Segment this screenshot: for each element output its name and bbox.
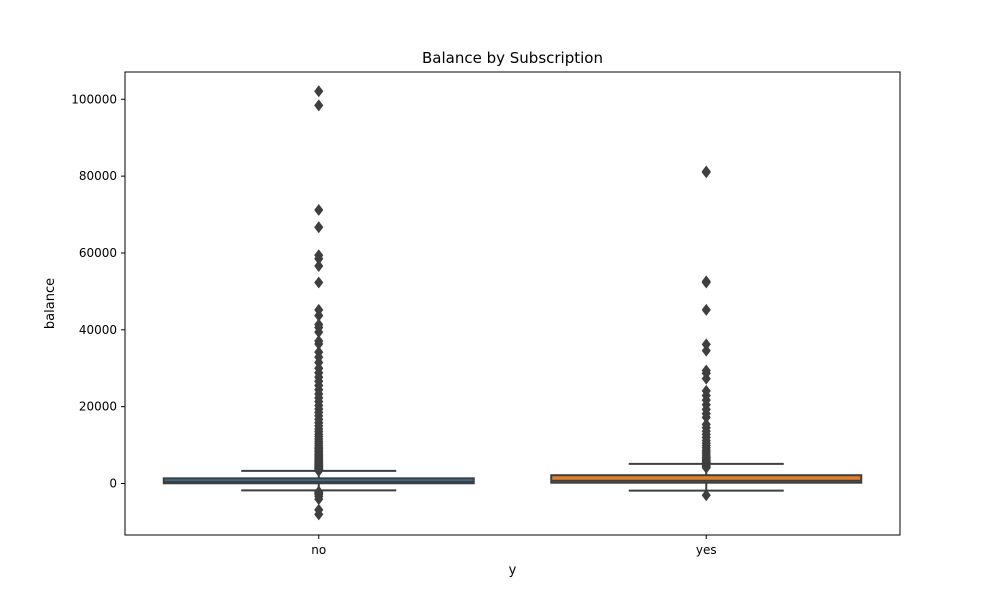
y-axis: 0 20000 40000 60000 80000 100000 [71, 92, 125, 491]
outlier-point [701, 303, 711, 316]
box-group-no [162, 85, 475, 521]
outlier-point [701, 338, 711, 351]
y-tick-label: 40000 [79, 323, 117, 337]
outlier-point [314, 249, 324, 262]
y-tick-label: 0 [109, 477, 117, 491]
outlier-point [314, 276, 324, 289]
chart-title: Balance by Subscription [422, 49, 603, 67]
box-series [162, 85, 863, 521]
outlier-point [314, 303, 324, 316]
outlier-point [314, 503, 324, 516]
x-tick-label: yes [696, 543, 717, 557]
box-iqr [162, 477, 475, 485]
y-tick-label: 100000 [71, 92, 117, 106]
y-tick-label: 80000 [79, 169, 117, 183]
outlier-point [314, 334, 324, 347]
outlier-point [701, 418, 711, 431]
y-tick-label: 20000 [79, 400, 117, 414]
box-iqr [550, 474, 863, 484]
outlier-point [314, 221, 324, 234]
outlier-point [314, 485, 324, 498]
y-tick-label: 60000 [79, 246, 117, 260]
outlier-point [314, 203, 324, 216]
outlier-point [314, 260, 324, 273]
outlier-point [701, 364, 711, 377]
outlier-point [701, 165, 711, 178]
x-tick-label: no [311, 543, 326, 557]
x-axis-label: y [509, 563, 517, 578]
outlier-point [314, 99, 324, 112]
x-axis: no yes [311, 535, 717, 557]
box-group-yes [550, 165, 863, 502]
outlier-point [314, 346, 324, 359]
outlier-point [701, 275, 711, 288]
outlier-point [701, 344, 711, 357]
outlier-point [314, 85, 324, 98]
outlier-point [701, 384, 711, 397]
outlier-point [314, 318, 324, 331]
plot-area-frame [124, 71, 901, 536]
outlier-point [701, 489, 711, 502]
y-axis-label: balance [43, 278, 58, 329]
